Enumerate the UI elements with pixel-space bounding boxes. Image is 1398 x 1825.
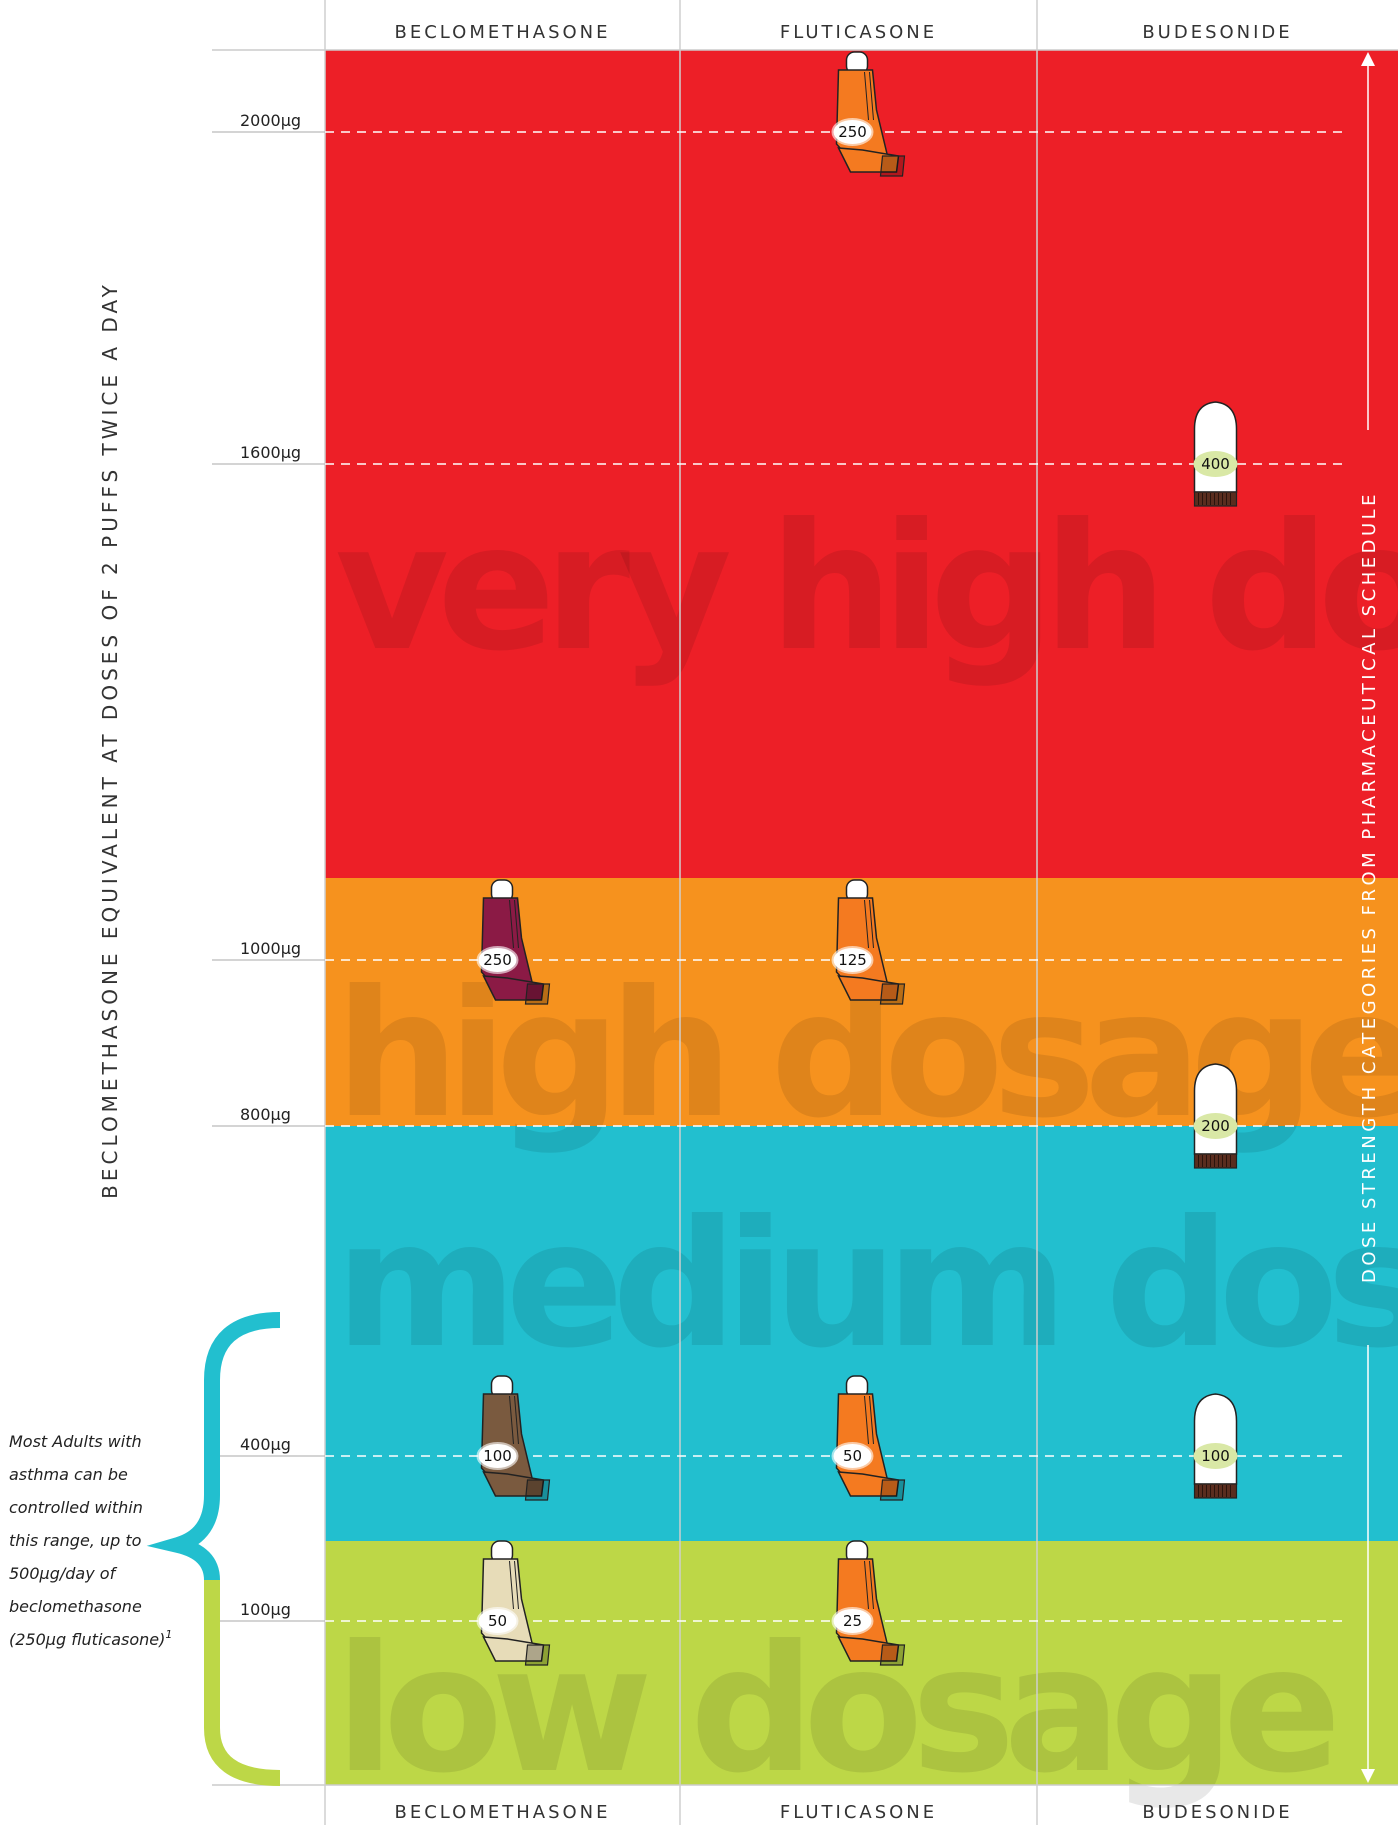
inhaler-detail: [864, 899, 869, 949]
right-arrow-head-down: [1361, 1769, 1375, 1783]
inhaler-beclomethasone-100: 100: [476, 1375, 551, 1501]
turbuhaler-strength-badge: [1193, 1113, 1238, 1139]
right-arrow-head-up: [1361, 52, 1375, 66]
column-header-bottom-fluticasone: FLUTICASONE: [780, 1802, 937, 1823]
turbuhaler-strength-label: 200: [1201, 1117, 1230, 1135]
inhaler-mouthpiece-tip: [879, 983, 906, 1005]
dose-label-800-g: 800µg: [240, 1105, 291, 1124]
inhaler-detail: [514, 1560, 519, 1610]
inhaler-mouthpiece: [837, 147, 900, 173]
inhaler-mouthpiece: [837, 1636, 900, 1662]
inhaler-beclomethasone-250: 250: [476, 879, 551, 1005]
inhaler-strength-label: 25: [843, 1612, 862, 1630]
inhaler-strength-label: 250: [483, 951, 512, 969]
inhaler-fluticasone-125: 125: [831, 879, 906, 1005]
inhaler-strength-label: 100: [483, 1447, 512, 1465]
inhaler-beclomethasone-50: 50: [476, 1540, 551, 1666]
inhaler-detail: [869, 1395, 874, 1445]
right-axis-title: DOSE STRENGTH CATEGORIES FROM PHARMACEUT…: [1359, 491, 1380, 1283]
inhaler-mouthpiece: [482, 1471, 545, 1497]
turbuhaler-strength-label: 100: [1201, 1447, 1230, 1465]
range-note-line: (250µg fluticasone)1: [9, 1628, 172, 1649]
inhaler-detail: [509, 1395, 514, 1445]
inhaler-mouthpiece-tip: [524, 1644, 551, 1666]
inhaler-detail: [869, 71, 874, 121]
inhaler-strength-badge: [476, 946, 519, 974]
range-note-line: Most Adults with: [9, 1432, 142, 1451]
inhaler-mouthpiece: [837, 975, 900, 1001]
column-header-bottom-budesonide: BUDESONIDE: [1142, 1802, 1292, 1823]
inhaler-detail: [509, 1560, 514, 1610]
inhaler-fluticasone-25: 25: [831, 1540, 906, 1666]
turbuhaler-body: [1193, 401, 1238, 493]
range-note-line: controlled within: [9, 1498, 143, 1517]
inhaler-strength-label: 125: [838, 951, 867, 969]
column-header-top-beclomethasone: BECLOMETHASONE: [394, 22, 610, 43]
inhaler-detail: [869, 1560, 874, 1610]
column-header-bottom-beclomethasone: BECLOMETHASONE: [394, 1802, 610, 1823]
inhaler-budesonide-400: 400: [1193, 401, 1238, 507]
inhaler-strength-label: 50: [843, 1447, 862, 1465]
dose-label-1600-g: 1600µg: [240, 443, 301, 462]
inhaler-fluticasone-250: 250: [831, 51, 906, 177]
turbuhaler-body: [1193, 1063, 1238, 1155]
range-note-line: beclomethasone: [9, 1597, 142, 1616]
dose-label-100-g: 100µg: [240, 1600, 291, 1619]
inhaler-strength-badge: [831, 1607, 874, 1635]
band-label-very-high-dosage: very high dosage: [335, 487, 1398, 690]
inhaler-detail: [864, 1395, 869, 1445]
inhaler-detail: [864, 71, 869, 121]
range-note-line: asthma can be: [9, 1465, 128, 1484]
y-axis-title: BECLOMETHASONE EQUIVALENT AT DOSES OF 2 …: [98, 281, 122, 1199]
inhaler-mouthpiece-tip: [879, 155, 906, 177]
turbuhaler-strength-badge: [1193, 451, 1238, 477]
inhaler-mouthpiece-tip: [524, 1479, 551, 1501]
column-header-top-budesonide: BUDESONIDE: [1142, 22, 1292, 43]
dose-label-400-g: 400µg: [240, 1435, 291, 1454]
range-note-line: 500µg/day of: [9, 1564, 118, 1583]
turbuhaler-strength-label: 400: [1201, 455, 1230, 473]
range-note-line: this range, up to: [9, 1531, 142, 1550]
dose-label-2000-g: 2000µg: [240, 111, 301, 130]
inhaler-mouthpiece-tip: [524, 983, 551, 1005]
brace-medium: [146, 1312, 281, 1581]
inhaler-budesonide-100: 100: [1193, 1393, 1238, 1499]
inhaler-mouthpiece: [482, 1636, 545, 1662]
inhaler-mouthpiece: [482, 975, 545, 1001]
turbuhaler-body: [1193, 1393, 1238, 1485]
inhaler-fluticasone-50: 50: [831, 1375, 906, 1501]
footnote-ref: 1: [165, 1628, 172, 1641]
inhaler-strength-badge: [476, 1607, 519, 1635]
inhaler-budesonide-200: 200: [1193, 1063, 1238, 1169]
inhaler-mouthpiece: [837, 1471, 900, 1497]
inhaler-strength-badge: [476, 1442, 519, 1470]
dose-label-1000-g: 1000µg: [240, 939, 301, 958]
inhaler-strength-label: 50: [488, 1612, 507, 1630]
inhaler-detail: [514, 1395, 519, 1445]
inhaler-detail: [869, 899, 874, 949]
inhaler-mouthpiece-tip: [879, 1479, 906, 1501]
inhaler-detail: [509, 899, 514, 949]
inhaler-strength-label: 250: [838, 123, 867, 141]
inhaler-mouthpiece-tip: [879, 1644, 906, 1666]
inhaler-detail: [864, 1560, 869, 1610]
brace-low: [204, 1580, 281, 1786]
inhaler-strength-badge: [831, 1442, 874, 1470]
band-label-medium-dosage: medium dosage: [335, 1184, 1398, 1387]
column-header-top-fluticasone: FLUTICASONE: [780, 22, 937, 43]
inhaler-strength-badge: [831, 946, 874, 974]
turbuhaler-strength-badge: [1193, 1443, 1238, 1469]
inhaler-strength-badge: [831, 118, 874, 146]
inhaler-detail: [514, 899, 519, 949]
